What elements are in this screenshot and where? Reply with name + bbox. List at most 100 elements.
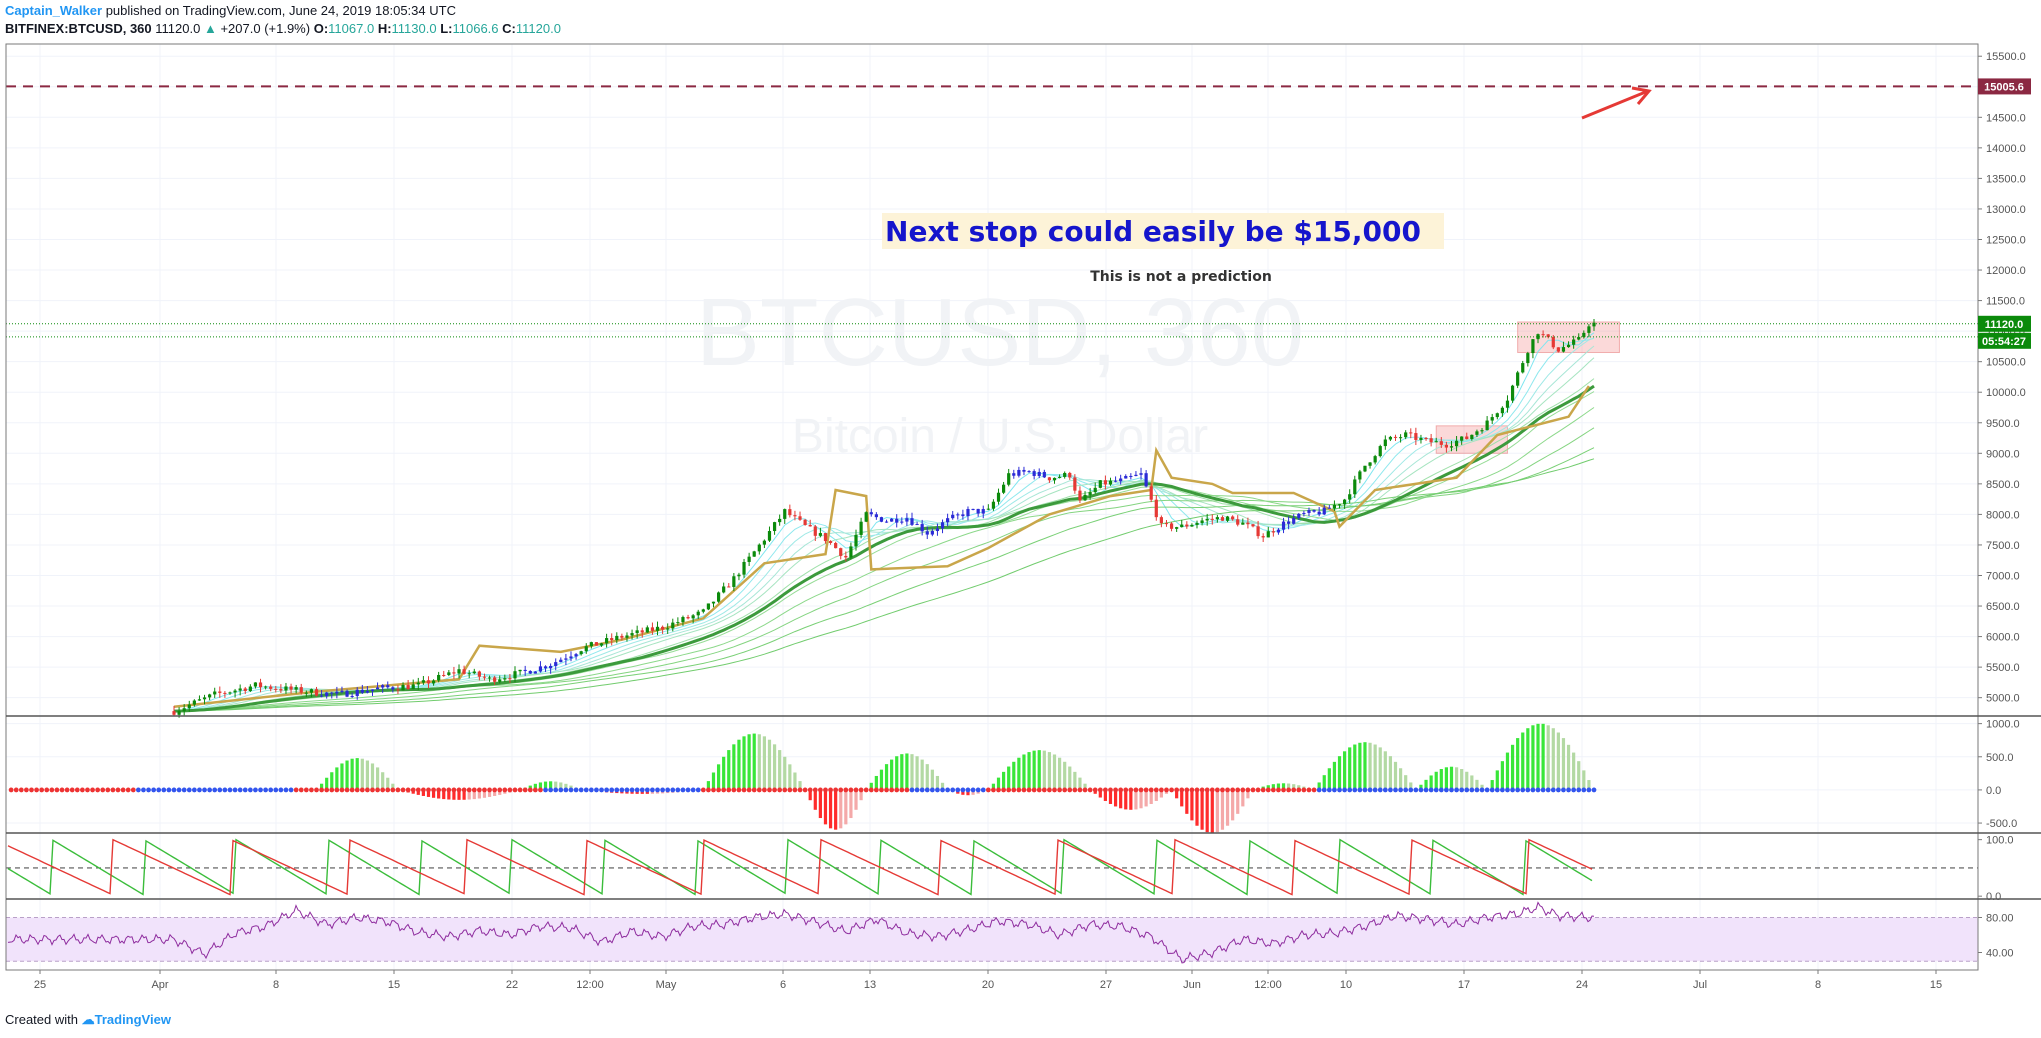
zero-dot [680, 787, 686, 793]
candle-body [661, 626, 665, 630]
time-tick-label: Jul [1693, 979, 1707, 991]
candle-body [340, 690, 344, 692]
zero-dot [482, 787, 487, 793]
histogram-bar [1078, 777, 1082, 790]
time-tick-label: 12:00 [576, 979, 604, 991]
zero-dot [247, 787, 253, 793]
histogram-bar [1231, 789, 1235, 821]
zero-dot [594, 787, 599, 793]
candle-body [620, 635, 624, 638]
zero-dot [426, 787, 431, 793]
candle-body [605, 638, 609, 644]
histogram-bar [1134, 789, 1138, 810]
candle-body [874, 514, 878, 518]
ema-line [173, 337, 1595, 712]
histogram-bar [1154, 789, 1158, 801]
candle-body [228, 692, 232, 694]
candle-body [747, 556, 751, 562]
candle-body [1017, 469, 1021, 476]
zero-dot [410, 787, 416, 793]
zero-dot [660, 787, 666, 793]
zero-dot [1433, 787, 1439, 793]
axis-tick-label: 12000.0 [1986, 265, 2026, 277]
histogram-bar [1022, 754, 1026, 790]
zero-dot [1281, 787, 1286, 793]
candle-body [1185, 524, 1189, 527]
candle-body [202, 697, 207, 700]
candle-body [635, 630, 639, 634]
zero-dot [1128, 787, 1134, 793]
zero-dot [965, 787, 971, 793]
histogram-bar [1205, 789, 1209, 833]
candle-body [177, 711, 181, 715]
axis-tick-label: 11500.0 [1986, 296, 2025, 308]
candle-body [370, 689, 375, 691]
zero-dot [960, 787, 966, 793]
zero-dot [1398, 787, 1403, 793]
candle-body [223, 692, 227, 694]
candle-body [1022, 469, 1026, 472]
candle-body [1307, 510, 1311, 513]
histogram-bar [1358, 742, 1362, 790]
zero-dot [1449, 787, 1454, 793]
candle-body [1378, 446, 1382, 457]
zero-dot [34, 787, 39, 793]
zero-dot [115, 787, 121, 793]
candle-body [406, 685, 410, 690]
zero-dot [100, 787, 106, 793]
candle-body [834, 542, 838, 549]
zero-dot [833, 787, 839, 793]
histogram-bar [564, 783, 568, 790]
candle-body [1088, 492, 1092, 495]
zero-dot [746, 787, 752, 793]
zero-dot [156, 787, 162, 793]
zero-dot [716, 787, 721, 793]
candle-body [1480, 430, 1484, 432]
time-tick-label: 17 [1458, 979, 1470, 991]
zero-dot [217, 787, 223, 793]
zero-dot [59, 787, 65, 793]
annotation-title: Next stop could easily be $15,000 [885, 215, 1421, 248]
zero-dot [293, 787, 299, 793]
candle-body [543, 666, 548, 669]
zero-dot [858, 787, 864, 793]
histogram-bar [1017, 757, 1021, 790]
zero-dot [400, 787, 406, 793]
histogram-bar [1465, 771, 1469, 790]
zero-dot [242, 787, 248, 793]
candle-body [345, 690, 349, 697]
tradingview-brand-link[interactable]: TradingView [94, 1012, 171, 1027]
pane-frames [5, 43, 2041, 971]
zero-dot [1001, 787, 1007, 793]
candle-body [386, 685, 390, 688]
histogram-bar [335, 767, 339, 790]
zero-dot [512, 787, 518, 793]
zero-dot [767, 787, 772, 793]
zero-dot [828, 787, 833, 793]
zero-dot [1158, 787, 1164, 793]
histogram-bar [1149, 789, 1153, 804]
candle-body [696, 611, 700, 616]
zero-dot [202, 787, 207, 793]
histogram-bar [1521, 732, 1525, 790]
axis-tick-label: 1000.0 [1986, 719, 2020, 731]
oscillator-pane [6, 838, 1978, 896]
histogram-bar [421, 789, 425, 796]
candle-body [996, 492, 1001, 502]
zero-dot [863, 787, 869, 793]
zero-dot [263, 787, 269, 793]
histogram-bar [1073, 771, 1077, 790]
histogram-bar [538, 782, 543, 790]
candle-body [722, 586, 726, 593]
histogram-bar [1287, 783, 1291, 790]
zero-dot [736, 787, 742, 793]
histogram-bar [1404, 775, 1408, 790]
author-link[interactable]: Captain_Walker [5, 3, 103, 18]
histogram-bar [1119, 789, 1123, 809]
histogram-bar [920, 759, 924, 790]
zero-dot [365, 787, 370, 793]
zero-dot [324, 787, 330, 793]
candle-body [533, 671, 537, 674]
histogram-bar [828, 789, 833, 829]
